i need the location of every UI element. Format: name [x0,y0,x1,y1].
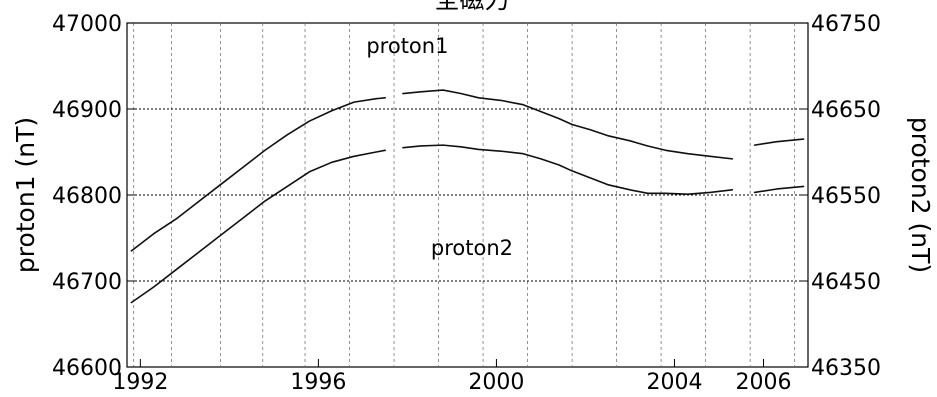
grid-layer [127,23,808,367]
right-y-tick-label: 46750 [811,12,881,37]
left-y-tick-label: 46900 [52,98,122,123]
x-tick-label: 2000 [468,370,524,395]
proton1-series-label: proton1 [366,34,448,58]
proton1-series-line [130,89,805,252]
series-layer [130,89,805,304]
right-y-tick-label: 46450 [811,270,881,295]
left-y-tick-label: 46700 [52,270,122,295]
right-y-tick-label: 46550 [811,184,881,209]
axis-layer: 1992 1996 2000 2004 2006 46600 46700 46800 46900… [52,12,881,395]
proton2-series-label: proton2 [431,236,513,260]
left-y-tick-label: 47000 [52,12,122,37]
left-axis-title: proton1 (nT) [11,117,40,273]
x-tick-label: 1992 [112,370,168,395]
x-tick-label: 2006 [735,370,791,395]
chart-title: 全磁力 [434,0,509,14]
right-axis-title: proton2 (nT) [906,117,935,273]
right-y-tick-label: 46650 [811,98,881,123]
left-y-tick-label: 46600 [52,356,122,381]
x-tick-label: 2004 [646,370,702,395]
right-y-tick-label: 46350 [811,356,881,381]
left-y-tick-label: 46800 [52,184,122,209]
proton2-series-line [130,144,805,304]
x-tick-label: 1996 [290,370,346,395]
